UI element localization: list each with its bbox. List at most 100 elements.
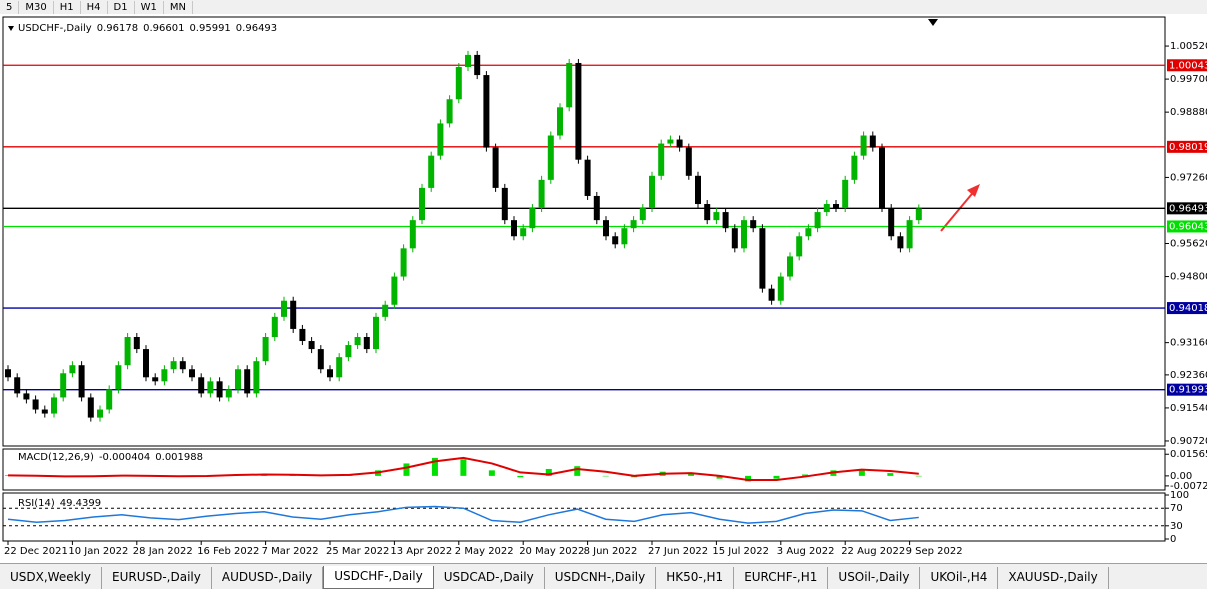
- candle: [170, 361, 177, 370]
- candle: [612, 236, 619, 245]
- timeframe-button[interactable]: D1: [108, 0, 135, 14]
- chart-tab[interactable]: HK50-,H1: [656, 567, 735, 589]
- candle: [833, 204, 839, 209]
- y-tick-label: 100: [1170, 490, 1189, 501]
- candle: [731, 228, 738, 249]
- x-tick-label: 22 Dec 2021: [4, 546, 68, 557]
- timeframe-button[interactable]: 5: [0, 0, 20, 14]
- macd-bar: [801, 474, 808, 476]
- candle: [906, 220, 913, 249]
- header-value: 0.95991: [189, 23, 230, 34]
- price-level-tag: [1167, 140, 1207, 153]
- candle: [78, 365, 85, 398]
- candle: [41, 409, 48, 414]
- x-tick-label: 2 May 2022: [455, 546, 514, 557]
- candle: [741, 220, 747, 249]
- chart-tab[interactable]: USDCHF-,Daily: [323, 566, 434, 589]
- candle: [869, 135, 876, 148]
- macd-bar: [887, 473, 894, 476]
- y-tick-label: 0: [1170, 534, 1176, 545]
- chart-tab[interactable]: EURUSD-,Daily: [102, 567, 212, 589]
- candle: [23, 393, 30, 400]
- chart-tab[interactable]: USDCAD-,Daily: [434, 567, 545, 589]
- candle: [474, 54, 481, 76]
- price-level-tag: [1167, 202, 1207, 215]
- candle: [373, 316, 379, 350]
- x-tick-label: 16 Feb 2022: [197, 546, 259, 557]
- candle: [649, 175, 655, 209]
- candle: [667, 139, 674, 144]
- timeframe-button[interactable]: H1: [54, 0, 81, 14]
- candle: [189, 369, 195, 378]
- candle: [842, 179, 849, 209]
- indicator-header: RSI(14) 49.4399: [18, 498, 101, 509]
- rsi-line: [7, 505, 919, 524]
- macd-bar: [517, 475, 524, 478]
- timeframe-button[interactable]: MN: [164, 0, 193, 14]
- candle: [437, 123, 444, 156]
- chart-tab[interactable]: USDCNH-,Daily: [545, 567, 657, 589]
- candle: [253, 361, 260, 394]
- price-level-label: 0.96043: [1169, 221, 1207, 232]
- header-value: 0.96178: [97, 23, 138, 34]
- x-tick-label: 20 May 2022: [519, 546, 584, 557]
- candle: [860, 135, 867, 156]
- candle: [455, 67, 462, 100]
- timeframe-toolbar: 5 M30 H1 H4 D1 W1 MN: [0, 0, 1207, 14]
- header-value: 0.96601: [143, 23, 184, 34]
- timeframe-button[interactable]: W1: [135, 0, 164, 14]
- candle: [60, 373, 67, 398]
- candle: [124, 336, 131, 366]
- candle: [823, 204, 830, 213]
- candle: [207, 381, 214, 394]
- chart-tab[interactable]: USOil-,Daily: [828, 567, 921, 589]
- candle: [409, 220, 416, 249]
- candle: [897, 236, 904, 249]
- chart-tab[interactable]: EURCHF-,H1: [734, 567, 829, 589]
- timeframe-button[interactable]: M30: [19, 0, 54, 14]
- indicator-header: MACD(12,26,9) -0.000404 0.001988: [18, 452, 203, 463]
- chart-tab[interactable]: UKOil-,H4: [920, 567, 999, 589]
- timeframe-button[interactable]: H4: [81, 0, 108, 14]
- candle: [658, 143, 665, 176]
- x-tick-label: 22 Aug 2022: [841, 546, 905, 557]
- chart-tab[interactable]: XAUUSD-,Daily: [998, 567, 1109, 589]
- x-tick-label: 25 Mar 2022: [326, 546, 389, 557]
- x-tick-label: 10 Jan 2022: [68, 546, 128, 557]
- header-value: 0.001988: [155, 452, 203, 463]
- candle: [400, 248, 407, 277]
- candle: [391, 276, 398, 305]
- arrow-line: [940, 188, 977, 232]
- macd-bar: [745, 475, 752, 482]
- candle: [32, 399, 39, 410]
- candle: [676, 139, 683, 148]
- candle: [244, 369, 251, 394]
- candle: [382, 304, 389, 317]
- candle: [566, 62, 573, 108]
- chart-tab[interactable]: USDX,Weekly: [0, 567, 102, 589]
- header-value: -0.000404: [99, 452, 150, 463]
- candle: [805, 228, 812, 237]
- candle: [520, 228, 527, 237]
- candle: [419, 187, 425, 221]
- candle: [501, 187, 508, 221]
- header-marker: [8, 26, 14, 31]
- macd-panel: [2, 448, 1166, 491]
- candle: [915, 208, 922, 221]
- candle: [538, 179, 545, 209]
- y-tick-label: 0.90720: [1170, 436, 1207, 447]
- candle: [768, 288, 775, 301]
- candle: [483, 75, 490, 148]
- header-value: 0.96493: [236, 23, 277, 34]
- candle: [879, 147, 885, 209]
- rsi-panel: [2, 492, 1166, 542]
- candle: [281, 300, 287, 317]
- chart-tab[interactable]: AUDUSD-,Daily: [212, 567, 324, 589]
- candle: [722, 212, 729, 229]
- candle: [179, 361, 186, 370]
- x-tick-label: 8 Jun 2022: [584, 546, 638, 557]
- macd-bar: [545, 468, 552, 476]
